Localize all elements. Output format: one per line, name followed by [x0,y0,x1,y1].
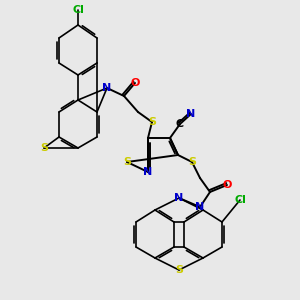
Text: S: S [175,265,183,275]
Text: S: S [40,143,48,153]
Text: Cl: Cl [234,195,246,205]
Text: O: O [222,180,232,190]
Text: S: S [123,157,131,167]
Text: S: S [188,157,196,167]
Text: C: C [176,119,184,129]
Text: N: N [195,202,205,212]
Text: N: N [102,83,112,93]
Text: N: N [174,193,184,203]
Text: O: O [130,78,140,88]
Text: N: N [143,167,153,177]
Text: S: S [148,117,156,127]
Text: N: N [186,109,196,119]
Text: Cl: Cl [72,5,84,15]
